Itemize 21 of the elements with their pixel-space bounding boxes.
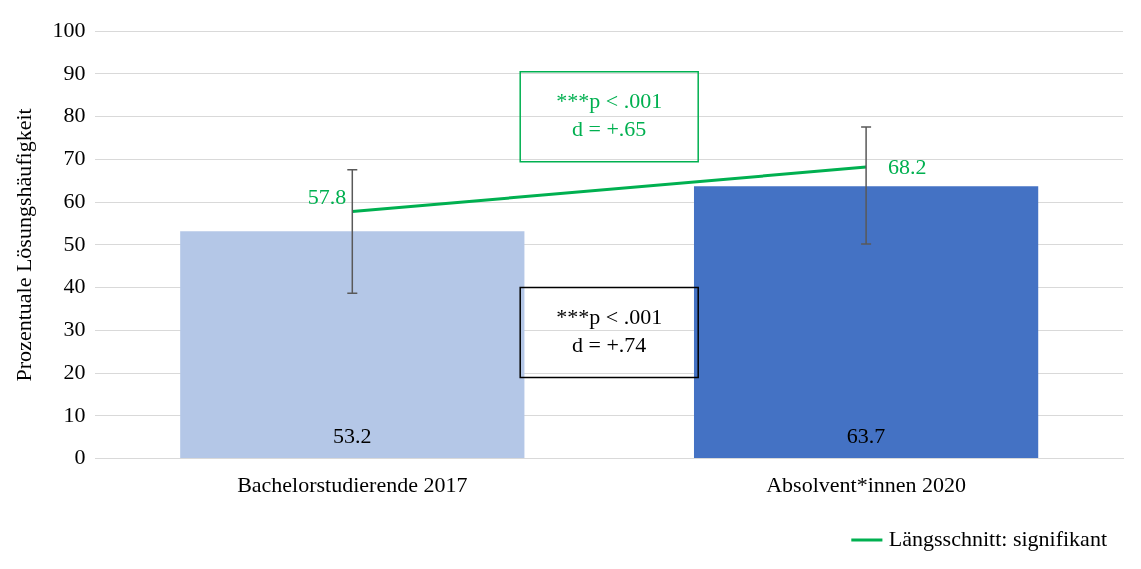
y-tick-label: 40 <box>63 273 86 299</box>
x-tick-label: Absolvent*innen 2020 <box>766 471 967 497</box>
legend-label: Längsschnitt: signifikant <box>888 525 1108 551</box>
y-tick-label: 20 <box>63 358 86 384</box>
y-tick-label: 0 <box>74 444 86 470</box>
y-tick-label: 30 <box>63 316 86 342</box>
data-label: 68.2 <box>888 153 927 179</box>
y-tick-label: 70 <box>63 145 86 171</box>
data-label: 57.8 <box>307 184 347 210</box>
y-tick-label: 80 <box>63 102 86 128</box>
data-label: 53.2 <box>333 423 372 449</box>
x-tick-label: Bachelorstudierende 2017 <box>237 471 468 497</box>
y-tick-label: 90 <box>63 59 86 85</box>
y-tick-label: 50 <box>63 230 86 256</box>
y-tick-label: 10 <box>63 401 86 427</box>
y-tick-label: 100 <box>52 16 86 42</box>
data-label: 63.7 <box>846 423 886 449</box>
annotation: ***p < .001 d = +.65 <box>556 88 663 142</box>
y-tick-label: 60 <box>63 187 86 213</box>
annotation: ***p < .001 d = +.74 <box>556 304 663 358</box>
y-axis-title: Prozentuale Lösungshäufigkeit <box>10 108 36 382</box>
